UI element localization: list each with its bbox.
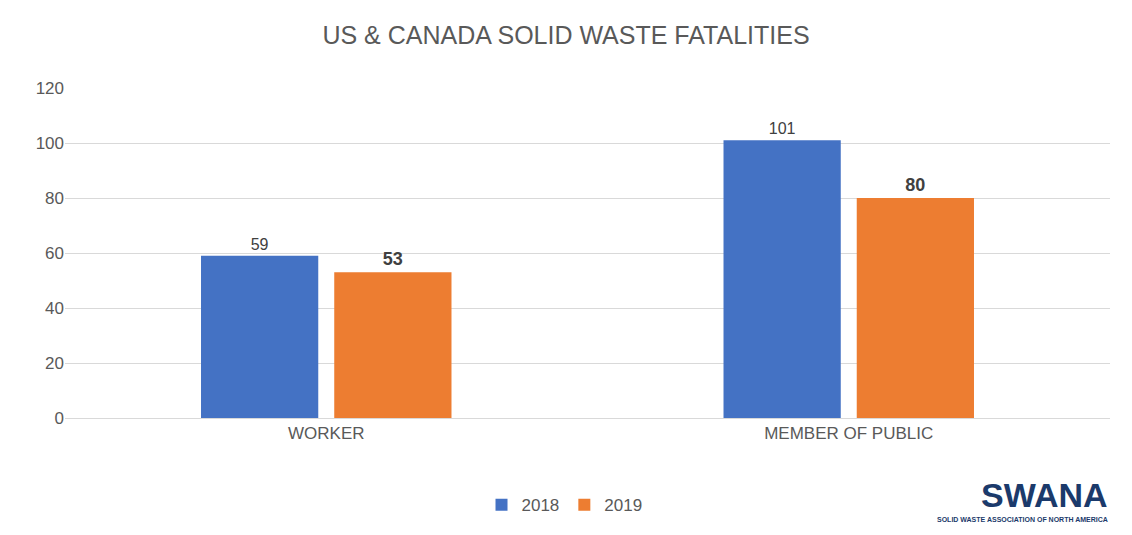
svg-text:101: 101 [769, 120, 796, 137]
svg-text:53: 53 [383, 249, 403, 269]
svg-text:80: 80 [45, 189, 64, 208]
svg-text:WORKER: WORKER [288, 424, 365, 443]
svg-text:120: 120 [36, 79, 64, 98]
svg-text:80: 80 [905, 175, 925, 195]
svg-text:2018: 2018 [522, 496, 560, 515]
svg-text:100: 100 [36, 134, 64, 153]
svg-text:SOLID WASTE ASSOCIATION OF NOR: SOLID WASTE ASSOCIATION OF NORTH AMERICA [937, 516, 1108, 523]
svg-text:SWANA: SWANA [981, 476, 1108, 514]
svg-text:60: 60 [45, 244, 64, 263]
svg-text:59: 59 [251, 236, 269, 253]
svg-text:20: 20 [45, 354, 64, 373]
svg-text:US & CANADA SOLID WASTE FATALI: US & CANADA SOLID WASTE FATALITIES [322, 21, 809, 49]
svg-text:2019: 2019 [604, 496, 642, 515]
svg-text:MEMBER OF PUBLIC: MEMBER OF PUBLIC [764, 424, 933, 443]
svg-text:40: 40 [45, 299, 64, 318]
svg-text:0: 0 [55, 409, 64, 428]
